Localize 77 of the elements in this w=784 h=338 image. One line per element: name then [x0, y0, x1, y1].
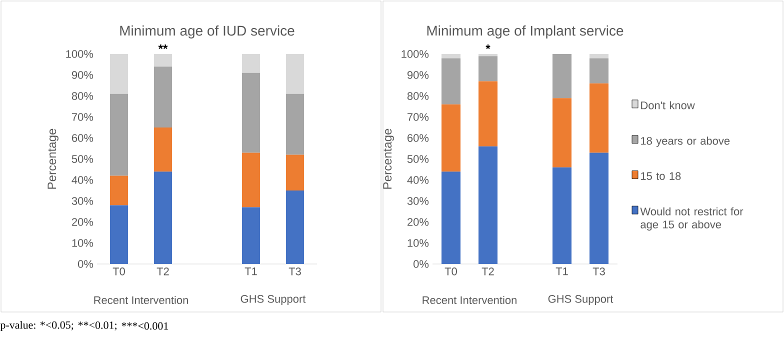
x-tick-label: T2: [156, 268, 169, 276]
legend-label: Don't know: [641, 101, 695, 110]
bar: [442, 54, 461, 58]
bar: [478, 146, 498, 264]
bar: [286, 154, 304, 190]
y-tick-label: 60%: [72, 134, 94, 142]
text: **<0.01;: [78, 322, 116, 331]
x-tick-label: T1: [244, 268, 257, 276]
legend-label: 15 to 18: [641, 172, 681, 180]
y-tick-label: 40%: [407, 176, 429, 184]
bar: [286, 54, 304, 94]
bar: [552, 167, 572, 264]
bar: [154, 172, 172, 264]
bar: [242, 54, 260, 73]
bar: [552, 54, 572, 98]
legend-label: 18 years or above: [641, 136, 730, 147]
bar: [242, 72, 260, 153]
y-tick-label: 70%: [72, 113, 94, 121]
text: ***<0.001: [122, 322, 168, 330]
text: Recent Intervention: [94, 296, 188, 304]
y-tick-label: 80%: [72, 92, 94, 100]
y-tick-label: 100%: [402, 50, 429, 58]
bar: [110, 205, 128, 264]
y-tick-label: 40%: [72, 176, 94, 184]
chart-title: Minimum age of Implant service: [427, 25, 624, 38]
y-tick-label: 50%: [407, 155, 429, 163]
legend-label: Would not restrict for age 15 or above: [640, 207, 744, 231]
y-axis-title: Percentage: [383, 128, 394, 189]
y-tick-label: 20%: [408, 218, 429, 226]
bar: [442, 104, 461, 172]
x-tick-label: T0: [112, 268, 125, 276]
bar: [478, 81, 498, 146]
bar: [154, 128, 172, 172]
bar: [154, 66, 172, 128]
x-tick-label: T1: [556, 268, 568, 276]
y-tick-label: 50%: [72, 155, 94, 163]
y-tick-label: 30%: [407, 197, 429, 205]
annotation: **: [158, 44, 168, 50]
bar: [242, 207, 260, 264]
y-tick-label: 10%: [408, 239, 429, 247]
text: Recent Intervention: [422, 296, 516, 304]
bar: [442, 58, 461, 104]
y-tick-label: 60%: [408, 134, 429, 142]
bar: [110, 176, 128, 206]
bar: [552, 98, 572, 168]
chart-title: Minimum age of IUD service: [120, 25, 294, 38]
x-tick-label: T3: [592, 268, 605, 276]
text: GHS Support: [548, 295, 614, 305]
annotation: *: [486, 44, 490, 50]
bar: [286, 190, 304, 264]
y-tick-label: 30%: [72, 197, 94, 205]
bar: [154, 54, 172, 67]
x-tick-label: T3: [288, 268, 301, 276]
x-tick-label: T0: [444, 268, 457, 276]
y-tick-label: 20%: [72, 218, 94, 226]
bar: [110, 94, 128, 176]
text: GHS Support: [240, 295, 306, 305]
bar: [590, 58, 609, 84]
bar: [590, 83, 609, 153]
bar: [590, 54, 609, 58]
y-tick-label: 90%: [72, 71, 94, 79]
y-tick-label: 0%: [78, 260, 94, 268]
y-tick-label: 100%: [66, 50, 94, 58]
bar: [442, 172, 461, 264]
y-tick-label: 80%: [407, 92, 429, 100]
text: p-value: *<0.05;: [0, 321, 74, 331]
y-tick-label: 70%: [408, 113, 429, 121]
y-tick-label: 0%: [413, 260, 429, 268]
bar: [110, 54, 128, 94]
bar: [590, 152, 609, 264]
bar: [286, 94, 304, 155]
bar: [478, 56, 498, 82]
y-axis-title: Percentage: [48, 128, 58, 189]
y-tick-label: 10%: [72, 239, 94, 247]
x-tick-label: T2: [482, 268, 494, 276]
y-tick-label: 90%: [407, 71, 429, 79]
bar: [242, 152, 260, 208]
